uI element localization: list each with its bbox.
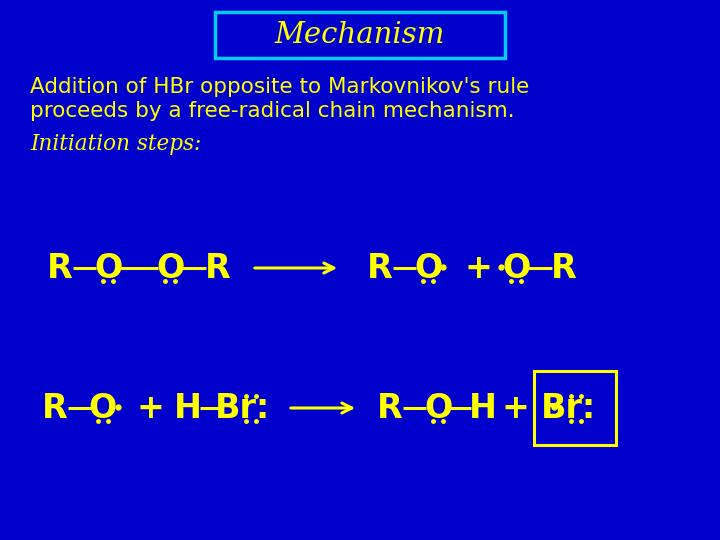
Text: O: O bbox=[156, 252, 184, 285]
Text: H: H bbox=[469, 392, 497, 424]
Text: +: + bbox=[464, 252, 492, 285]
Text: R: R bbox=[42, 392, 68, 424]
Text: +: + bbox=[501, 392, 529, 424]
Text: Br:: Br: bbox=[215, 392, 271, 424]
Text: R: R bbox=[47, 252, 73, 285]
Text: R: R bbox=[551, 252, 577, 285]
Text: R: R bbox=[377, 392, 403, 424]
Bar bbox=[215, 12, 505, 58]
Text: Addition of HBr opposite to Markovnikov's rule: Addition of HBr opposite to Markovnikov'… bbox=[30, 77, 529, 97]
Text: Br:: Br: bbox=[541, 392, 595, 424]
Text: Mechanism: Mechanism bbox=[275, 21, 445, 49]
Text: proceeds by a free-radical chain mechanism.: proceeds by a free-radical chain mechani… bbox=[30, 101, 515, 121]
Text: R: R bbox=[367, 252, 393, 285]
Text: +: + bbox=[136, 392, 164, 424]
Text: O: O bbox=[94, 252, 122, 285]
Text: O: O bbox=[89, 392, 117, 424]
Text: O: O bbox=[424, 392, 452, 424]
Text: O: O bbox=[414, 252, 442, 285]
Bar bbox=[534, 371, 616, 445]
Text: Initiation steps:: Initiation steps: bbox=[30, 133, 202, 155]
Text: R: R bbox=[205, 252, 231, 285]
Text: O: O bbox=[502, 252, 530, 285]
Text: H: H bbox=[174, 392, 202, 424]
